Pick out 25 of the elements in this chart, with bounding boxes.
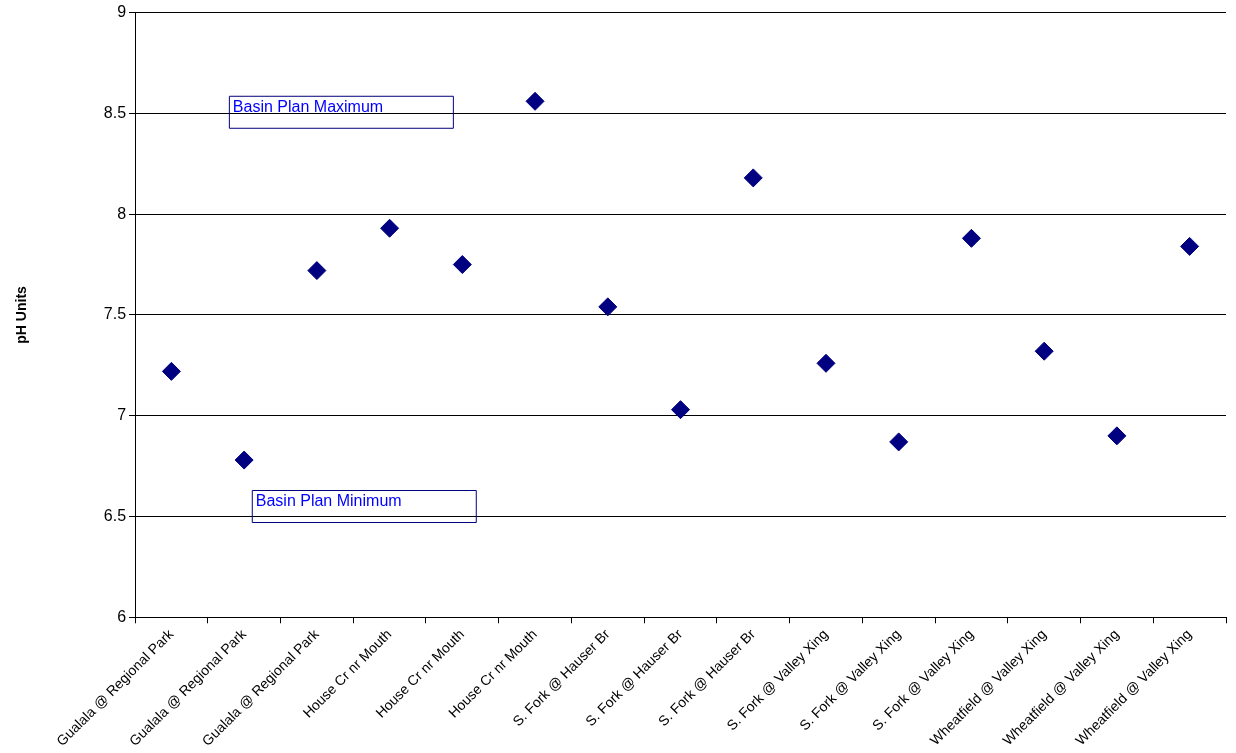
y-tick-label: 8 — [117, 204, 127, 222]
point — [161, 361, 181, 381]
point — [1180, 236, 1200, 256]
y-tick-label: 6 — [117, 607, 127, 625]
point — [1034, 341, 1054, 361]
point — [307, 261, 327, 281]
point — [525, 91, 545, 111]
y-tick-label: 6.5 — [103, 506, 127, 524]
annotation: Basin Plan Maximum — [232, 98, 384, 116]
annotation: Basin Plan Minimum — [255, 492, 402, 510]
y-axis-title: pH Units — [13, 285, 30, 344]
point — [889, 432, 909, 452]
y-tick-label: 7.5 — [103, 305, 127, 323]
point — [671, 400, 691, 420]
point — [816, 353, 836, 373]
y-tick-label: 9 — [117, 3, 127, 21]
point — [961, 228, 981, 248]
point — [234, 450, 254, 470]
y-tick-label: 7 — [117, 406, 127, 424]
point — [743, 168, 763, 188]
point — [598, 297, 618, 317]
y-tick-label: 8.5 — [103, 103, 127, 121]
point — [380, 218, 400, 238]
point — [452, 255, 472, 275]
point — [1107, 426, 1127, 446]
